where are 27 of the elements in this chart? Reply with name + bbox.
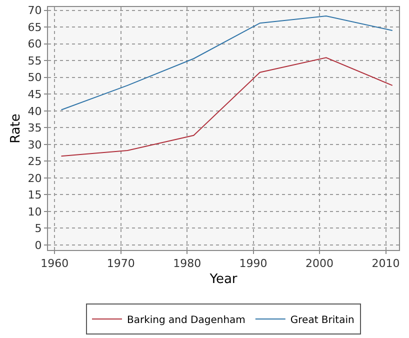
- y-tick-label: 5: [34, 222, 42, 236]
- y-tick-label: 0: [34, 238, 42, 252]
- y-axis-title: Rate: [8, 114, 24, 144]
- x-tick-label: 2010: [372, 257, 400, 270]
- y-tick-label: 45: [28, 88, 42, 101]
- y-tick-label: 25: [28, 155, 42, 168]
- y-tick-label: 15: [28, 188, 42, 202]
- x-tick-label: 1960: [40, 257, 69, 270]
- y-tick-label: 20: [28, 172, 42, 185]
- line-series: [60, 16, 393, 110]
- y-tick-label: 55: [28, 54, 42, 68]
- x-tick-label: 2000: [306, 257, 334, 270]
- line-series: [60, 57, 393, 157]
- y-tick-label: 35: [28, 122, 42, 135]
- y-tick-label: 40: [28, 104, 42, 118]
- x-tick-label: 1990: [239, 257, 268, 270]
- y-tick-label: 50: [28, 71, 42, 84]
- x-axis-title: Year: [208, 272, 238, 287]
- y-tick-label: 60: [28, 38, 42, 51]
- y-tick-label: 65: [28, 20, 42, 34]
- legend-label: Barking and Dagenham: [127, 314, 246, 326]
- y-tick-label: 10: [28, 205, 42, 218]
- x-tick-label: 1980: [173, 257, 202, 270]
- y-tick-label: 70: [28, 4, 42, 18]
- y-tick-label: 30: [28, 138, 42, 152]
- x-tick-label: 1970: [106, 257, 135, 270]
- legend-label: Great Britain: [290, 314, 354, 326]
